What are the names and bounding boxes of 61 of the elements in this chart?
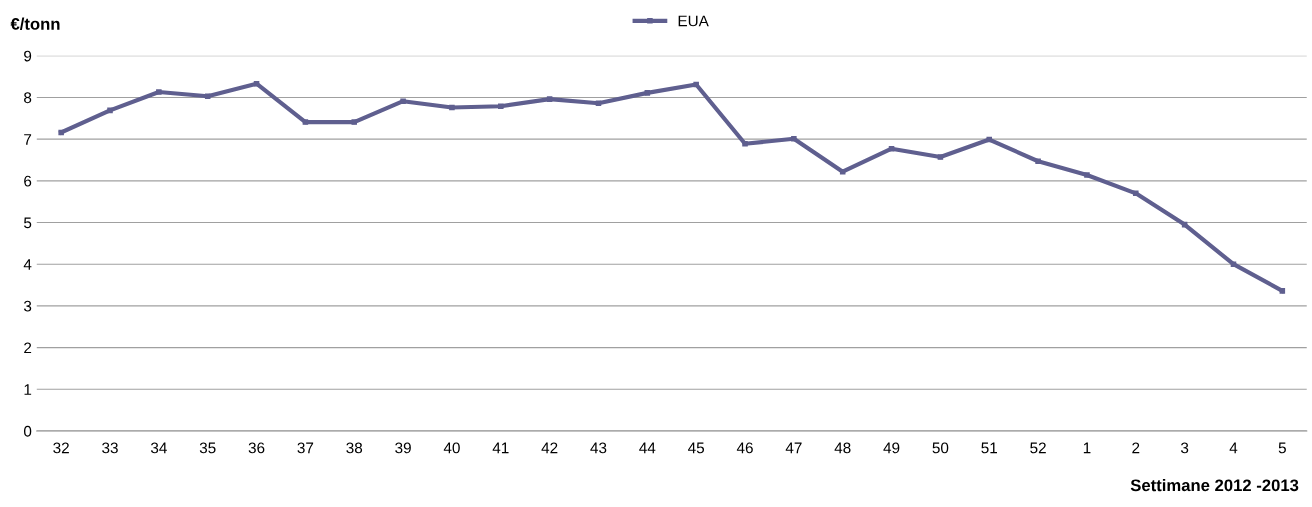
point — [888, 145, 895, 152]
point — [351, 119, 358, 125]
point — [1230, 261, 1237, 267]
point — [742, 140, 748, 147]
x-tick-label: 33 — [102, 442, 118, 454]
point — [791, 135, 797, 142]
point — [644, 90, 651, 96]
x-tick-label: 4 — [1229, 442, 1238, 454]
y-tick-label: 2 — [24, 342, 32, 354]
point — [204, 93, 211, 99]
y-tick-label: 0 — [23, 425, 32, 437]
x-tick-label: 34 — [150, 442, 167, 454]
x-tick-label: 43 — [590, 442, 607, 454]
point — [1133, 190, 1139, 197]
x-tick-label: 37 — [297, 442, 314, 454]
x-tick-label: 1 — [1083, 442, 1091, 454]
point — [58, 129, 64, 136]
x-tick-label: 46 — [736, 442, 753, 454]
point — [498, 103, 504, 109]
point — [449, 104, 455, 111]
x-tick-label: 39 — [395, 442, 411, 454]
y-tick-label: 1 — [24, 384, 32, 395]
x-tick-label: 32 — [53, 442, 69, 454]
y-tick-label: 7 — [24, 134, 32, 145]
point — [546, 96, 553, 102]
y-tick-label: 9 — [24, 50, 32, 62]
x-tick-label: 41 — [492, 442, 509, 454]
x-tick-label: 45 — [688, 442, 705, 454]
x-tick-label: 35 — [199, 442, 216, 454]
x-tick-label: 36 — [248, 442, 265, 454]
point — [1035, 158, 1041, 165]
x-tick-label: 52 — [1030, 442, 1046, 454]
x-tick-label: 48 — [834, 442, 851, 454]
x-tick-label: 5 — [1278, 442, 1286, 454]
point — [156, 89, 162, 95]
x-tick-label: 2 — [1132, 442, 1140, 454]
y-tick-label: 6 — [24, 175, 32, 187]
y-tick-label: 3 — [23, 300, 32, 312]
x-axis-title: Settimane 2012 -2013 — [1130, 478, 1299, 492]
point — [1084, 172, 1090, 178]
x-tick-label: 49 — [883, 442, 900, 454]
y-tick-label: 4 — [23, 259, 32, 270]
point — [693, 81, 699, 88]
y-tick-label: 8 — [24, 92, 32, 104]
point — [302, 119, 309, 125]
point — [1279, 288, 1286, 294]
x-tick-label: 3 — [1180, 442, 1189, 454]
point — [400, 98, 406, 104]
point — [107, 107, 113, 114]
y-tick-label: 5 — [23, 217, 32, 229]
point — [937, 154, 944, 160]
x-tick-label: 40 — [443, 442, 460, 454]
x-tick-label: 50 — [932, 442, 949, 454]
x-tick-label: 51 — [981, 442, 997, 454]
y-axis-title: €/tonn — [10, 17, 60, 30]
x-tick-label: 44 — [639, 442, 656, 454]
legend-label: EUA — [678, 15, 709, 27]
x-tick-label: 47 — [785, 442, 802, 454]
x-tick-label: 42 — [541, 442, 558, 454]
point — [986, 136, 993, 143]
x-tick-label: 38 — [346, 442, 363, 454]
